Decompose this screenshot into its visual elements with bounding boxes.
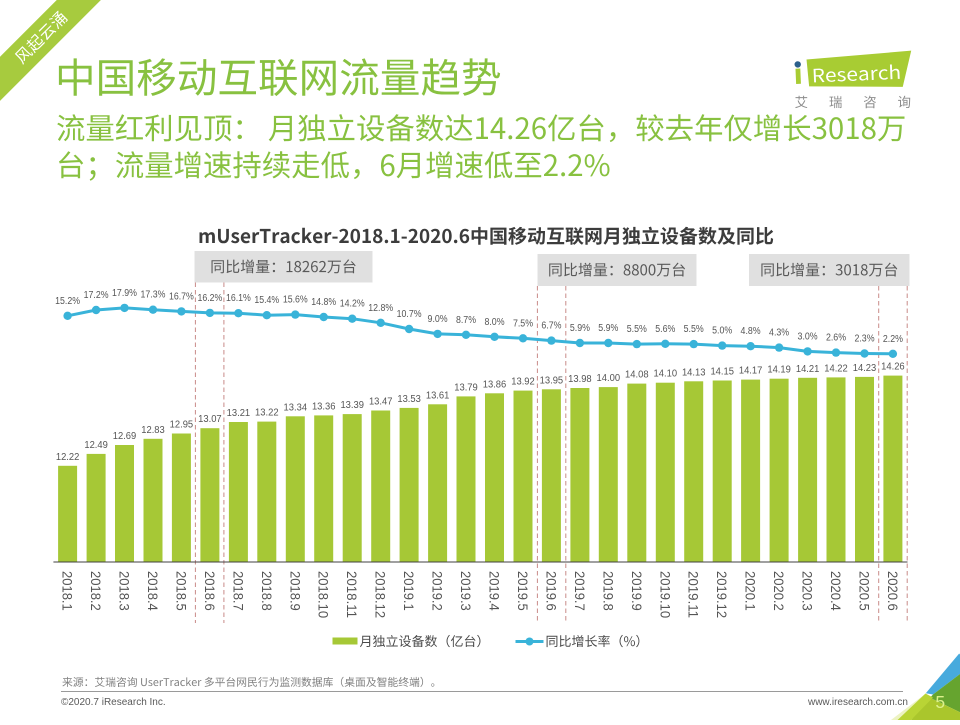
svg-text:14.19: 14.19 [767, 365, 791, 376]
svg-text:12.8%: 12.8% [368, 303, 393, 314]
svg-text:2019.9: 2019.9 [629, 571, 645, 611]
svg-text:15.6%: 15.6% [283, 295, 308, 306]
svg-text:2019.6: 2019.6 [543, 571, 559, 611]
svg-text:13.92: 13.92 [511, 377, 535, 388]
svg-text:2.2%: 2.2% [883, 334, 903, 345]
svg-text:13.39: 13.39 [340, 400, 364, 411]
svg-text:2018.11: 2018.11 [344, 571, 360, 618]
svg-text:3.0%: 3.0% [798, 331, 818, 342]
svg-text:12.95: 12.95 [170, 420, 194, 431]
svg-text:17.3%: 17.3% [141, 290, 166, 301]
svg-text:14.8%: 14.8% [311, 297, 336, 308]
svg-text:5.9%: 5.9% [598, 323, 618, 334]
svg-text:8.7%: 8.7% [456, 315, 476, 326]
svg-text:5.5%: 5.5% [684, 324, 704, 335]
svg-text:4.8%: 4.8% [741, 326, 761, 337]
svg-text:2.6%: 2.6% [826, 333, 846, 344]
svg-text:2019.12: 2019.12 [714, 571, 730, 618]
svg-text:2020.5: 2020.5 [857, 571, 873, 611]
svg-text:2018.3: 2018.3 [117, 571, 133, 611]
svg-text:5: 5 [935, 692, 945, 712]
svg-text:2019.5: 2019.5 [515, 571, 531, 611]
svg-text:13.07: 13.07 [198, 414, 222, 425]
svg-text:13.79: 13.79 [454, 382, 478, 393]
svg-text:2018.5: 2018.5 [173, 571, 189, 611]
svg-text:13.36: 13.36 [312, 401, 336, 412]
svg-text:9.0%: 9.0% [428, 314, 448, 325]
svg-text:2020.3: 2020.3 [800, 571, 816, 611]
svg-text:2018.7: 2018.7 [230, 571, 246, 611]
svg-text:2.3%: 2.3% [854, 334, 874, 345]
svg-text:5.0%: 5.0% [712, 326, 732, 337]
svg-text:7.5%: 7.5% [513, 318, 533, 329]
svg-text:2020.2: 2020.2 [771, 571, 787, 611]
svg-text:13.22: 13.22 [255, 408, 279, 419]
svg-text:2018.1: 2018.1 [60, 571, 76, 611]
svg-text:2018.6: 2018.6 [202, 571, 218, 611]
svg-text:2018.8: 2018.8 [259, 571, 275, 611]
svg-text:17.9%: 17.9% [112, 288, 137, 299]
svg-text:2019.11: 2019.11 [686, 571, 702, 618]
svg-text:2020.4: 2020.4 [828, 571, 844, 611]
svg-text:12.69: 12.69 [113, 431, 137, 442]
svg-text:14.15: 14.15 [710, 367, 734, 378]
svg-text:6.7%: 6.7% [541, 321, 561, 332]
svg-text:16.1%: 16.1% [226, 293, 251, 304]
svg-text:2019.8: 2019.8 [600, 571, 616, 611]
svg-text:14.21: 14.21 [796, 364, 820, 375]
svg-text:4.3%: 4.3% [769, 328, 789, 339]
svg-text:2020.6: 2020.6 [885, 571, 901, 611]
svg-text:5.9%: 5.9% [570, 323, 590, 334]
svg-text:17.2%: 17.2% [84, 290, 109, 301]
svg-text:2019.10: 2019.10 [657, 571, 673, 618]
svg-text:2018.2: 2018.2 [88, 571, 104, 611]
svg-text:2019.3: 2019.3 [458, 571, 474, 611]
svg-text:www.iresearch.com.cn: www.iresearch.com.cn [807, 697, 908, 708]
svg-text:2019.7: 2019.7 [572, 571, 588, 611]
svg-text:14.10: 14.10 [654, 369, 678, 380]
svg-text:14.26: 14.26 [881, 362, 905, 373]
svg-text:16.2%: 16.2% [197, 293, 222, 304]
svg-text:©2020.7 iResearch Inc.: ©2020.7 iResearch Inc. [61, 697, 166, 708]
svg-text:14.13: 14.13 [682, 367, 706, 378]
svg-text:5.5%: 5.5% [627, 324, 647, 335]
svg-text:12.83: 12.83 [141, 425, 165, 436]
svg-text:13.61: 13.61 [426, 390, 450, 401]
svg-text:14.23: 14.23 [853, 363, 877, 374]
svg-text:14.00: 14.00 [597, 373, 621, 384]
svg-text:13.53: 13.53 [397, 394, 421, 405]
svg-text:14.22: 14.22 [824, 363, 848, 374]
svg-text:13.98: 13.98 [568, 374, 592, 385]
svg-text:2018.9: 2018.9 [287, 571, 303, 611]
svg-text:2018.12: 2018.12 [373, 571, 389, 618]
svg-text:14.2%: 14.2% [340, 299, 365, 310]
svg-text:13.21: 13.21 [227, 408, 251, 419]
svg-text:2019.4: 2019.4 [487, 571, 503, 611]
svg-text:12.49: 12.49 [84, 440, 108, 451]
svg-text:2018.10: 2018.10 [316, 571, 332, 618]
svg-text:14.08: 14.08 [625, 370, 649, 381]
svg-text:13.34: 13.34 [284, 402, 308, 413]
svg-text:2019.2: 2019.2 [430, 571, 446, 611]
svg-text:12.22: 12.22 [56, 452, 80, 463]
svg-text:16.7%: 16.7% [169, 291, 194, 302]
svg-text:15.4%: 15.4% [254, 295, 279, 306]
svg-text:15.2%: 15.2% [55, 296, 80, 307]
svg-text:13.47: 13.47 [369, 397, 393, 408]
svg-text:10.7%: 10.7% [397, 309, 422, 320]
svg-text:14.17: 14.17 [739, 366, 763, 377]
svg-text:2020.1: 2020.1 [743, 571, 759, 611]
svg-text:8.0%: 8.0% [484, 317, 504, 328]
svg-text:13.86: 13.86 [483, 379, 507, 390]
svg-text:13.95: 13.95 [540, 375, 564, 386]
svg-text:5.6%: 5.6% [655, 324, 675, 335]
svg-text:2018.4: 2018.4 [145, 571, 161, 611]
svg-text:2019.1: 2019.1 [401, 571, 417, 611]
